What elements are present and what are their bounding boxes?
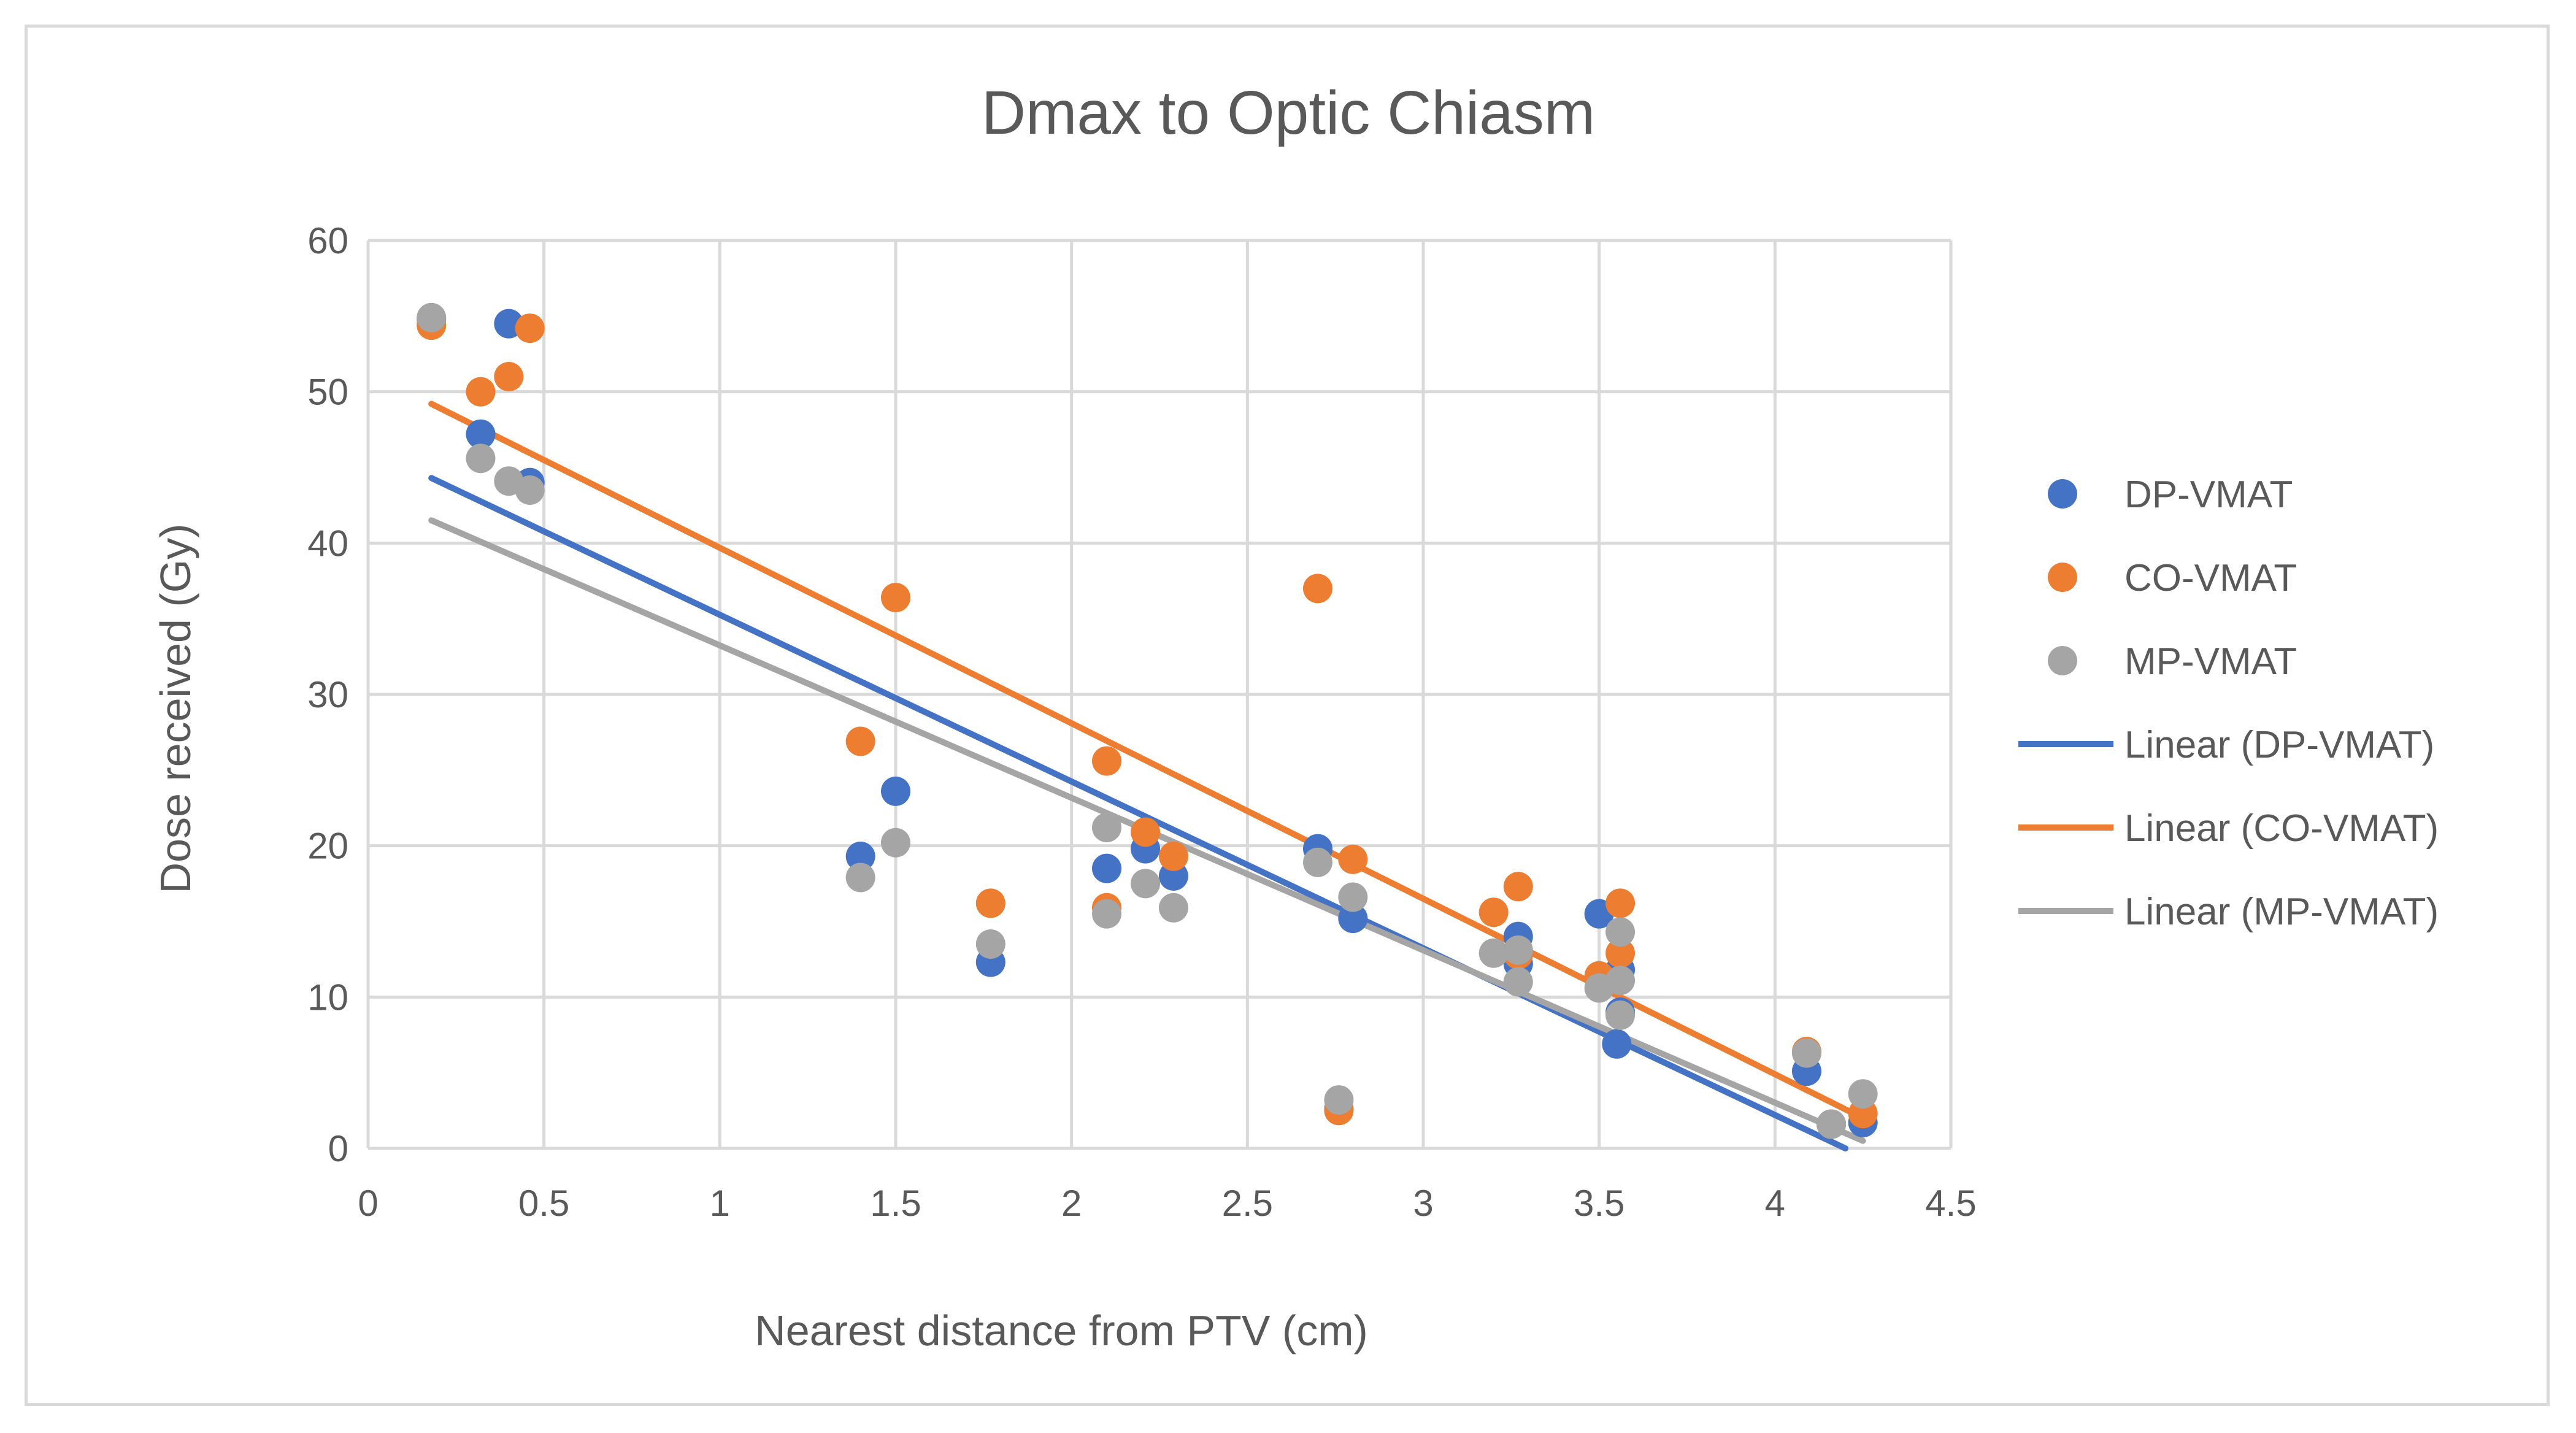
- data-point: [1503, 967, 1533, 997]
- data-point: [1338, 904, 1368, 934]
- data-point: [515, 475, 545, 505]
- series-mp-vmat: [417, 302, 1878, 1139]
- data-point: [881, 583, 910, 613]
- legend-label: Linear (DP-VMAT): [2124, 724, 2434, 766]
- data-point: [466, 377, 496, 407]
- data-point: [1605, 888, 1636, 918]
- data-point: [1131, 869, 1161, 899]
- data-point: [1848, 1079, 1878, 1109]
- data-point: [466, 444, 496, 474]
- y-tick-label: 30: [307, 674, 348, 715]
- data-point: [1602, 1029, 1632, 1059]
- data-point: [975, 888, 1005, 918]
- x-tick-label: 4.5: [1925, 1183, 1976, 1224]
- chart-frame: [25, 25, 2550, 1406]
- data-point: [1478, 897, 1509, 928]
- x-tick-label: 0.5: [518, 1183, 569, 1224]
- legend-label: Linear (MP-VMAT): [2124, 891, 2439, 933]
- data-point: [1092, 853, 1121, 883]
- data-point: [1338, 844, 1368, 874]
- data-point: [1605, 1000, 1636, 1030]
- y-axis-title: Dose received (Gy): [152, 524, 199, 894]
- trendlines: [428, 401, 1866, 1151]
- y-tick-label: 0: [328, 1128, 348, 1169]
- x-tick-label: 0: [358, 1183, 378, 1224]
- data-point: [515, 313, 545, 344]
- x-tick-label: 3.5: [1574, 1183, 1624, 1224]
- y-tick-labels: 0 10 20 30 40 50 60: [307, 220, 348, 1169]
- data-point: [1158, 893, 1188, 923]
- data-point: [1791, 1038, 1821, 1068]
- data-point: [1605, 938, 1636, 968]
- data-point: [1092, 813, 1121, 843]
- data-point: [1503, 872, 1533, 902]
- data-point: [1303, 847, 1332, 877]
- y-tick-label: 20: [307, 826, 348, 867]
- data-point: [975, 929, 1005, 959]
- x-tick-label: 1.5: [870, 1183, 921, 1224]
- data-point: [1817, 1109, 1847, 1139]
- x-tick-label: 3: [1413, 1183, 1433, 1224]
- data-point: [1605, 966, 1636, 996]
- trendline-1: [428, 475, 1848, 1151]
- x-tick-labels: 0 0.5 1 1.5 2 2.5 3 3.5 4 4.5: [358, 1183, 1976, 1224]
- y-tick-label: 10: [307, 977, 348, 1018]
- data-point: [1338, 882, 1368, 912]
- data-point: [466, 419, 496, 449]
- data-point: [1131, 817, 1161, 847]
- data-point: [1503, 935, 1533, 965]
- x-axis-title: Nearest distance from PTV (cm): [755, 1307, 1368, 1354]
- gridlines: [366, 239, 1953, 1150]
- legend-label: CO-VMAT: [2124, 557, 2297, 599]
- chart-title: Dmax to Optic Chiasm: [982, 79, 1595, 147]
- legend-label: DP-VMAT: [2124, 474, 2293, 516]
- data-point: [1303, 574, 1332, 604]
- data-point: [1324, 1085, 1354, 1115]
- data-point: [1478, 938, 1509, 968]
- trendline-2: [428, 401, 1866, 1121]
- y-tick-label: 40: [307, 523, 348, 564]
- data-point: [1605, 917, 1636, 947]
- legend-label: MP-VMAT: [2124, 640, 2297, 683]
- x-tick-label: 1: [710, 1183, 730, 1224]
- legend: DP-VMAT CO-VMAT MP-VMAT Linear (DP-VMAT) Lin…: [2018, 474, 2439, 933]
- data-point: [845, 726, 875, 756]
- data-point: [417, 302, 447, 332]
- x-tick-label: 4: [1765, 1183, 1785, 1224]
- data-point: [881, 776, 910, 806]
- legend-label: Linear (CO-VMAT): [2124, 807, 2439, 850]
- x-tick-label: 2.5: [1222, 1183, 1273, 1224]
- y-tick-label: 50: [307, 372, 348, 413]
- data-points: [417, 302, 1878, 1139]
- data-point: [494, 362, 524, 391]
- legend-marker: [2048, 479, 2077, 509]
- data-point: [845, 862, 875, 893]
- data-point: [1092, 899, 1121, 929]
- data-point: [1158, 841, 1188, 871]
- data-point: [845, 841, 875, 871]
- y-tick-label: 60: [307, 220, 348, 261]
- data-point: [881, 828, 910, 858]
- x-tick-label: 2: [1061, 1183, 1082, 1224]
- legend-marker: [2048, 563, 2077, 592]
- data-point: [1092, 746, 1121, 776]
- legend-marker: [2048, 646, 2077, 675]
